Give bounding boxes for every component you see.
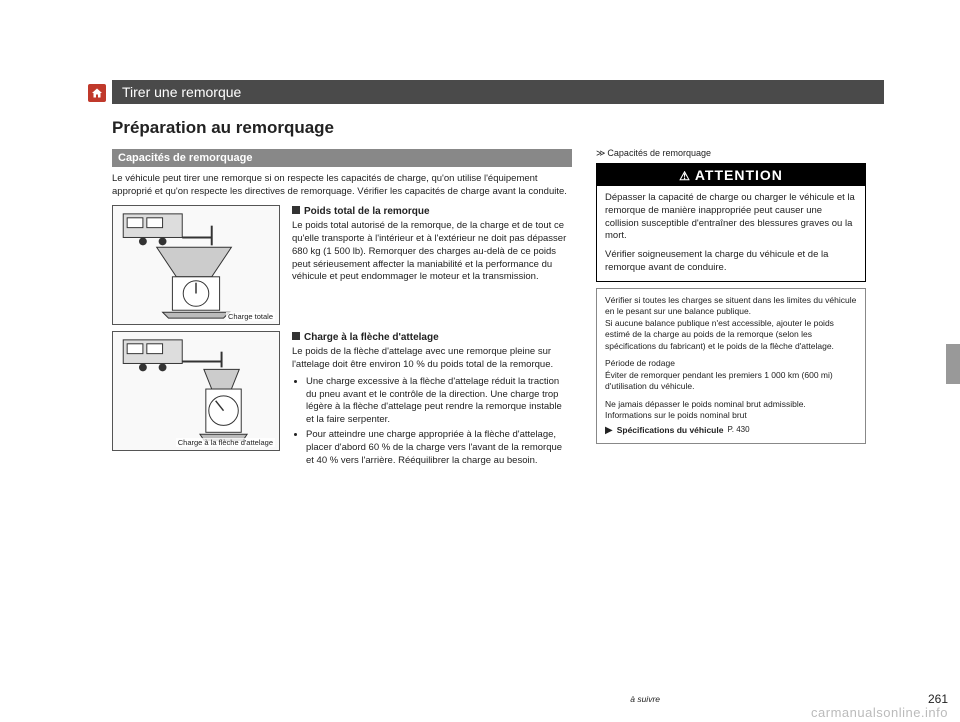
link-arrow-icon: ▶ [605, 424, 613, 438]
spec-page-ref: P. 430 [727, 425, 749, 436]
side-tab [946, 344, 960, 384]
page-number: 261 [928, 692, 948, 706]
spec-link-line[interactable]: ▶ Spécifications du véhicule P. 430 [605, 424, 857, 438]
page-content: Tirer une remorque Préparation au remorq… [112, 80, 884, 670]
block2-title: Charge à la flèche d'attelage [292, 331, 572, 345]
note-p2: Si aucune balance publique n'est accessi… [605, 318, 857, 352]
block1-title: Poids total de la remorque [292, 205, 572, 219]
note-p4: Ne jamais dépasser le poids nominal brut… [605, 399, 857, 410]
section-title-bar: Tirer une remorque [112, 80, 884, 104]
block-tongue-load: Charge à la flèche d'attelage Charge à l… [112, 331, 572, 470]
fig2-caption: Charge à la flèche d'attelage [176, 438, 275, 447]
warning-p1: Dépasser la capacité de charge ou charge… [605, 192, 857, 243]
figure-tongue-load: Charge à la flèche d'attelage [112, 331, 280, 451]
continue-label: à suivre [630, 694, 660, 704]
bullet-2: Pour atteindre une charge appropriée à l… [306, 429, 572, 467]
warning-triangle-icon: ⚠ [679, 169, 691, 183]
main-column: Capacités de remorquage Le véhicule peut… [112, 148, 572, 475]
fig1-caption: Charge totale [226, 312, 275, 321]
note-p3: Période de rodage Éviter de remorquer pe… [605, 358, 857, 392]
spec-link-text: Spécifications du véhicule [617, 425, 724, 436]
home-icon[interactable] [88, 84, 106, 102]
watermark: carmanualsonline.info [811, 705, 948, 720]
side-notes: Vérifier si toutes les charges se situen… [596, 288, 866, 444]
warning-header: ⚠ATTENTION [597, 164, 865, 186]
block1-text: Le poids total autorisé de la remorque, … [292, 220, 572, 284]
warning-box: ⚠ATTENTION Dépasser la capacité de charg… [596, 163, 866, 282]
note-p5: Informations sur le poids nominal brut [605, 410, 857, 421]
block2-text: Le poids de la flèche d'attelage avec un… [292, 346, 572, 372]
capacity-subheader: Capacités de remorquage [112, 149, 572, 167]
intro-text: Le véhicule peut tirer une remorque si o… [112, 173, 572, 199]
warning-p2: Vérifier soigneusement la charge du véhi… [605, 249, 857, 275]
page-title: Préparation au remorquage [112, 118, 884, 138]
sidebar-column: ≫Capacités de remorquage ⚠ATTENTION Dépa… [596, 148, 866, 475]
bullet-1: Une charge excessive à la flèche d'attel… [306, 376, 572, 427]
section-title: Tirer une remorque [122, 84, 241, 100]
block-total-weight: Charge totale Poids total de la remorque… [112, 205, 572, 325]
ref-header: ≫Capacités de remorquage [596, 148, 866, 159]
pointer-icon: ≫ [596, 148, 605, 159]
figure-total-load: Charge totale [112, 205, 280, 325]
note-p1: Vérifier si toutes les charges se situen… [605, 295, 857, 318]
block2-bullets: Une charge excessive à la flèche d'attel… [292, 376, 572, 468]
